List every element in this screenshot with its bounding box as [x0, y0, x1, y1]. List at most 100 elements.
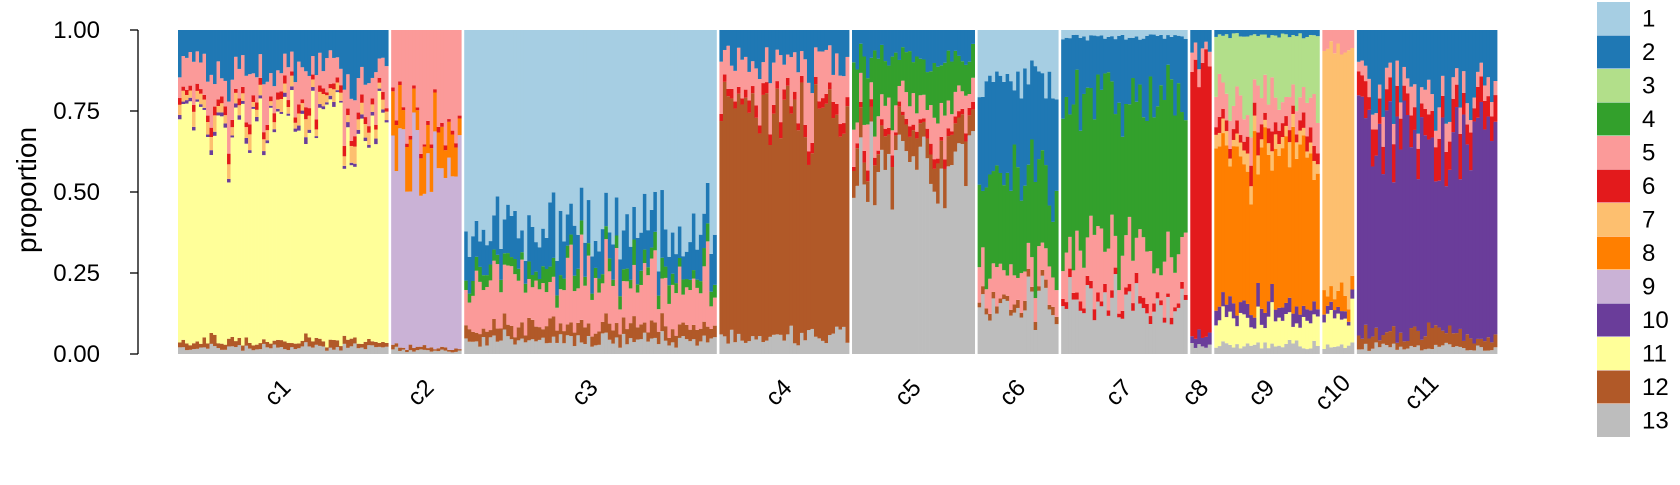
- bar-segment: [1423, 349, 1428, 354]
- bar-segment: [1482, 85, 1487, 101]
- bar-segment: [464, 338, 469, 354]
- bar-segment: [1381, 146, 1386, 175]
- bar-segment: [1231, 105, 1236, 130]
- bar-segment: [1180, 112, 1185, 238]
- bar-segment: [321, 106, 326, 110]
- bar-segment: [890, 130, 895, 156]
- bar-segment: [789, 106, 794, 114]
- bar-segment: [440, 349, 445, 354]
- bar-segment: [1391, 123, 1396, 145]
- bar-segment: [1252, 102, 1257, 116]
- bar-segment: [227, 338, 231, 347]
- bar-segment: [775, 81, 780, 89]
- bar-segment: [307, 132, 312, 338]
- bars-layer: [178, 30, 1498, 354]
- bar-segment: [915, 131, 919, 139]
- bar-segment: [562, 331, 567, 344]
- bar-segment: [544, 237, 549, 269]
- bar-segment: [530, 275, 535, 288]
- bar-segment: [904, 30, 909, 53]
- bar-segment: [412, 351, 417, 354]
- bar-segment: [1384, 110, 1389, 333]
- bar-segment: [255, 116, 259, 122]
- bar-segment: [702, 213, 707, 249]
- bar-segment: [785, 54, 790, 78]
- bar-segment: [311, 341, 315, 348]
- bar-segment: [1329, 286, 1334, 302]
- bar-segment: [374, 129, 379, 139]
- bar-segment: [325, 347, 330, 351]
- bar-segment: [866, 181, 870, 202]
- bar-segment: [447, 349, 452, 352]
- bar-segment: [698, 293, 703, 329]
- bar-segment: [1012, 30, 1017, 91]
- bar-segment: [381, 112, 386, 342]
- bar-segment: [866, 170, 870, 182]
- bar-segment: [1204, 336, 1209, 348]
- bar-segment: [1461, 340, 1466, 349]
- bar-segment: [1145, 121, 1150, 252]
- bar-segment: [269, 96, 273, 102]
- bar-segment: [1367, 350, 1372, 354]
- bar-segment: [1433, 130, 1438, 148]
- bar-segment: [262, 84, 266, 133]
- bar-segment: [1329, 347, 1334, 354]
- bar-segment: [1416, 345, 1421, 354]
- bar-segment: [674, 335, 679, 348]
- bar-segment: [1284, 96, 1289, 117]
- bar-segment: [1155, 292, 1160, 299]
- bar-segment: [1468, 338, 1473, 351]
- bar-segment: [537, 30, 542, 248]
- bar-segment: [1054, 316, 1059, 325]
- bar-segment: [1479, 338, 1484, 348]
- bar-segment: [321, 94, 326, 107]
- bar-segment: [904, 92, 909, 119]
- bar-segment: [1398, 332, 1403, 347]
- bar-segment: [534, 242, 539, 272]
- bar-segment: [1356, 335, 1361, 350]
- bar-segment: [792, 343, 797, 354]
- bar-segment: [467, 293, 472, 303]
- bar-segment: [419, 349, 424, 354]
- bar-segment: [964, 141, 968, 187]
- bar-segment: [600, 333, 605, 354]
- bar-segment: [1388, 77, 1393, 102]
- bar-segment: [223, 344, 228, 350]
- bar-segment: [929, 143, 933, 155]
- bar-segment: [1242, 314, 1247, 347]
- bar-segment: [698, 281, 703, 294]
- bar-segment: [363, 30, 368, 85]
- bar-segment: [1148, 316, 1153, 325]
- bar-segment: [1332, 299, 1337, 311]
- bar-segment: [241, 86, 245, 94]
- bar-segment: [1110, 297, 1115, 354]
- bar-segment: [1412, 129, 1417, 327]
- bar-segment: [325, 92, 330, 96]
- bar-segment: [764, 340, 769, 354]
- bar-segment: [684, 287, 689, 325]
- bar-segment: [433, 349, 438, 351]
- bar-segment: [977, 302, 982, 308]
- bar-segment: [688, 242, 693, 280]
- bar-segment: [1294, 340, 1299, 354]
- bar-segment: [206, 348, 210, 354]
- bar-segment: [1489, 350, 1494, 354]
- bar-segment: [513, 30, 518, 211]
- bar-segment: [764, 47, 769, 83]
- bar-segment: [646, 275, 651, 333]
- bar-segment: [1440, 95, 1445, 118]
- bar-segment: [792, 52, 797, 92]
- bar-segment: [1298, 120, 1303, 131]
- bar-segment: [866, 78, 870, 125]
- bar-segment: [862, 150, 867, 163]
- bar-segment: [1061, 39, 1066, 119]
- bar-segment: [988, 75, 993, 175]
- bar-segment: [1044, 30, 1049, 99]
- bar-segment: [1419, 117, 1424, 340]
- bar-segment: [1221, 30, 1226, 36]
- bar-segment: [1075, 292, 1080, 300]
- bar-segment: [492, 249, 497, 261]
- bar-segment: [1221, 341, 1226, 354]
- bar-segment: [1343, 30, 1348, 53]
- bar-segment: [1475, 338, 1480, 346]
